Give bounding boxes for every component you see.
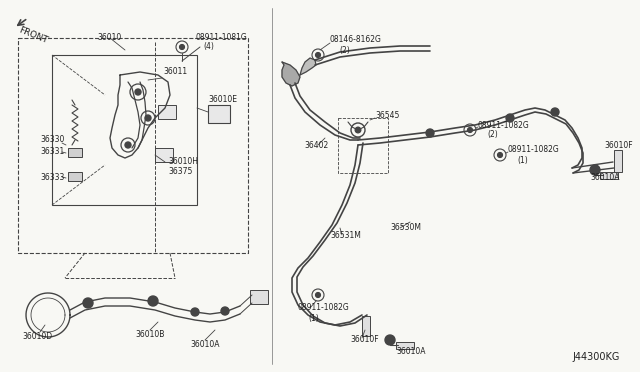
Text: 36010: 36010 bbox=[98, 33, 122, 42]
Circle shape bbox=[551, 108, 559, 116]
Bar bbox=[362, 316, 370, 336]
Text: (4): (4) bbox=[203, 42, 214, 51]
Text: 36331: 36331 bbox=[40, 148, 64, 157]
Circle shape bbox=[316, 293, 321, 297]
Text: 36010F: 36010F bbox=[350, 336, 379, 344]
Text: J44300KG: J44300KG bbox=[573, 352, 620, 362]
Circle shape bbox=[221, 307, 229, 315]
Circle shape bbox=[148, 296, 158, 306]
Circle shape bbox=[468, 128, 472, 132]
Text: 36010D: 36010D bbox=[22, 332, 52, 341]
Bar bbox=[52, 55, 197, 205]
Text: 36010A: 36010A bbox=[590, 173, 620, 183]
Text: 36010B: 36010B bbox=[135, 330, 164, 339]
Circle shape bbox=[145, 115, 151, 121]
Text: 36010A: 36010A bbox=[396, 347, 426, 356]
Text: 36011: 36011 bbox=[163, 67, 187, 77]
Text: 36375: 36375 bbox=[168, 167, 193, 176]
Text: 08911-1082G: 08911-1082G bbox=[508, 145, 560, 154]
Bar bbox=[600, 172, 618, 179]
Circle shape bbox=[83, 298, 93, 308]
Text: 36010E: 36010E bbox=[208, 96, 237, 105]
Polygon shape bbox=[282, 62, 300, 86]
Circle shape bbox=[498, 153, 502, 157]
Text: 36010A: 36010A bbox=[190, 340, 220, 349]
Circle shape bbox=[355, 127, 361, 133]
Bar bbox=[68, 172, 82, 181]
Text: (1): (1) bbox=[308, 314, 319, 323]
Bar bbox=[396, 342, 414, 349]
Bar bbox=[68, 148, 82, 157]
Text: 36010H: 36010H bbox=[168, 157, 198, 167]
Bar bbox=[614, 150, 622, 172]
Circle shape bbox=[426, 129, 434, 137]
Text: (2): (2) bbox=[487, 131, 498, 140]
Circle shape bbox=[506, 114, 514, 122]
Text: 08911-1082G: 08911-1082G bbox=[478, 121, 530, 129]
Polygon shape bbox=[300, 58, 316, 75]
Text: 08911-1081G: 08911-1081G bbox=[195, 32, 247, 42]
Circle shape bbox=[385, 335, 395, 345]
Bar bbox=[208, 105, 230, 123]
Circle shape bbox=[191, 308, 199, 316]
Bar bbox=[250, 290, 268, 304]
Text: (1): (1) bbox=[517, 155, 528, 164]
Circle shape bbox=[135, 89, 141, 95]
Text: 36545: 36545 bbox=[375, 110, 399, 119]
Circle shape bbox=[316, 52, 321, 57]
Circle shape bbox=[125, 142, 131, 148]
Bar bbox=[338, 118, 388, 173]
Text: 36333: 36333 bbox=[40, 173, 65, 183]
Circle shape bbox=[590, 165, 600, 175]
Text: 36531M: 36531M bbox=[330, 231, 361, 240]
Bar bbox=[18, 38, 248, 253]
Text: (2): (2) bbox=[339, 45, 349, 55]
Circle shape bbox=[180, 45, 184, 49]
Text: FRONT: FRONT bbox=[17, 26, 49, 46]
Text: 36402: 36402 bbox=[304, 141, 328, 150]
Text: 08911-1082G: 08911-1082G bbox=[298, 304, 349, 312]
Text: 08146-8162G: 08146-8162G bbox=[330, 35, 382, 45]
Bar bbox=[155, 148, 173, 162]
Text: 36330: 36330 bbox=[40, 135, 65, 144]
Text: 36010F: 36010F bbox=[604, 141, 632, 150]
Bar bbox=[158, 105, 176, 119]
Text: 36530M: 36530M bbox=[390, 224, 421, 232]
